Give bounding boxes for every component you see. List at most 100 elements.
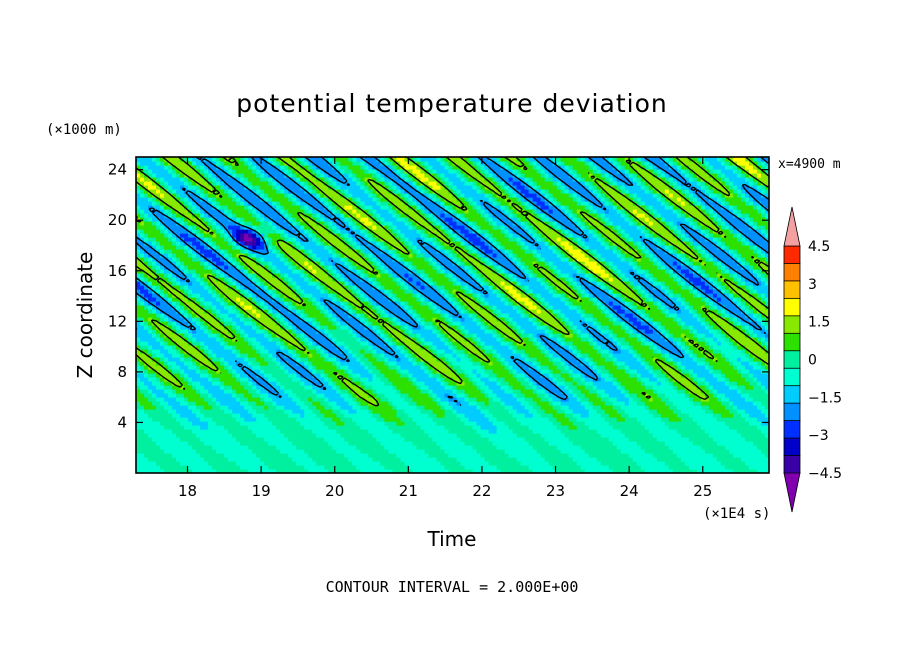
heatmap-cell: [700, 425, 706, 430]
heatmap-cell: [684, 369, 690, 374]
heatmap-cell: [556, 357, 562, 362]
heatmap-cell: [224, 365, 229, 370]
heatmap-cell: [552, 357, 558, 362]
heatmap-cell: [584, 429, 590, 434]
heatmap-cell: [572, 373, 578, 378]
heatmap-cell: [292, 349, 297, 354]
heatmap-cell: [328, 345, 333, 350]
heatmap-cell: [516, 441, 522, 446]
heatmap-cell: [460, 365, 466, 370]
heatmap-cell: [732, 441, 738, 446]
heatmap-cell: [676, 409, 682, 414]
heatmap-cell: [268, 425, 273, 430]
heatmap-cell: [308, 389, 313, 394]
heatmap-cell: [724, 425, 730, 430]
heatmap-cell: [484, 413, 490, 418]
heatmap-cell: [356, 425, 361, 430]
heatmap-cell: [172, 353, 177, 358]
heatmap-cell: [144, 381, 149, 386]
heatmap-cell: [336, 373, 341, 378]
heatmap-cell: [284, 405, 289, 410]
heatmap-cell: [420, 361, 426, 366]
heatmap-cell: [496, 465, 502, 470]
heatmap-cell: [252, 457, 257, 462]
heatmap-cell: [640, 385, 646, 390]
heatmap-cell: [260, 393, 265, 398]
heatmap-cell: [656, 417, 662, 422]
heatmap-cell: [240, 405, 245, 410]
heatmap-cell: [388, 385, 394, 390]
heatmap-cell: [292, 405, 297, 410]
heatmap-cell: [436, 433, 442, 438]
heatmap-cell: [420, 421, 426, 426]
heatmap-cell: [172, 345, 177, 350]
heatmap-cell: [308, 373, 313, 378]
heatmap-cell: [480, 429, 486, 434]
heatmap-cell: [204, 393, 209, 398]
heatmap-cell: [312, 381, 317, 386]
heatmap-cell: [564, 433, 570, 438]
heatmap-cell: [668, 393, 674, 398]
heatmap-cell: [668, 441, 674, 446]
heatmap-cell: [548, 457, 554, 462]
heatmap-cell: [268, 453, 273, 458]
heatmap-cell: [384, 389, 389, 394]
heatmap-cell: [368, 457, 373, 462]
heatmap-cell: [248, 353, 253, 358]
heatmap-cell: [676, 369, 682, 374]
heatmap-cell: [208, 353, 213, 358]
heatmap-cell: [612, 425, 618, 430]
heatmap-cell: [584, 409, 590, 414]
heatmap-cell: [736, 425, 742, 430]
heatmap-cell: [644, 361, 650, 366]
heatmap-cell: [728, 401, 734, 406]
heatmap-cell: [212, 401, 217, 406]
heatmap-cell: [520, 453, 526, 458]
heatmap-cell: [744, 409, 750, 414]
heatmap-cell: [432, 441, 438, 446]
heatmap-cell: [724, 361, 730, 366]
heatmap-cell: [180, 445, 185, 450]
heatmap-cell: [208, 421, 213, 426]
heatmap-cell: [608, 385, 614, 390]
heatmap-cell: [252, 421, 257, 426]
heatmap-cell: [712, 409, 718, 414]
heatmap-cell: [432, 433, 438, 438]
heatmap-cell: [336, 381, 341, 386]
heatmap-cell: [304, 445, 309, 450]
heatmap-cell: [540, 405, 546, 410]
heatmap-cell: [264, 413, 269, 418]
heatmap-cell: [340, 413, 345, 418]
heatmap-cell: [260, 417, 265, 422]
heatmap-cell: [192, 389, 197, 394]
heatmap-cell: [304, 449, 309, 454]
heatmap-cell: [732, 413, 738, 418]
heatmap-cell: [228, 357, 233, 362]
heatmap-cell: [292, 369, 297, 374]
heatmap-cell: [480, 441, 486, 446]
heatmap-cell: [212, 345, 217, 350]
heatmap-cell: [760, 461, 766, 466]
heatmap-cell: [204, 385, 209, 390]
heatmap-cell: [292, 389, 297, 394]
heatmap-cell: [244, 345, 249, 350]
heatmap-cell: [564, 429, 570, 434]
heatmap-cell: [388, 405, 394, 410]
heatmap-cell: [492, 357, 498, 362]
heatmap-cell: [720, 469, 726, 473]
heatmap-cell: [196, 385, 201, 390]
heatmap-cell: [680, 449, 686, 454]
heatmap-cell: [512, 389, 518, 394]
heatmap-cell: [284, 437, 289, 442]
heatmap-cell: [272, 365, 277, 370]
heatmap-cell: [632, 405, 638, 410]
heatmap-cell: [656, 353, 662, 358]
heatmap-cell: [576, 381, 582, 386]
heatmap-cell: [164, 373, 169, 378]
heatmap-cell: [204, 381, 209, 386]
heatmap-cell: [724, 349, 730, 354]
heatmap-cell: [176, 389, 181, 394]
heatmap-cell: [372, 385, 377, 390]
heatmap-cell: [716, 369, 722, 374]
heatmap-cell: [756, 361, 762, 366]
